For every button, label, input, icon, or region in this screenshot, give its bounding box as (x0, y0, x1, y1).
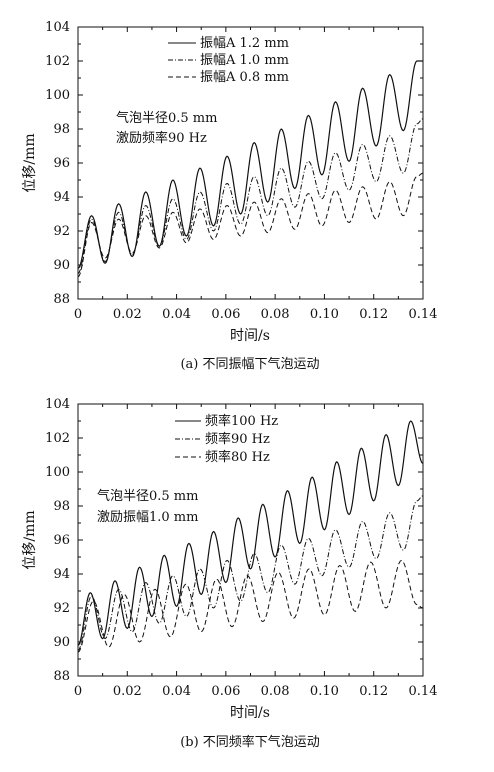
chart-a-ytick-label: 88 (53, 292, 70, 307)
chart-b-ytick-label: 92 (53, 601, 70, 616)
chart-a-xtick-label: 0.10 (310, 307, 339, 322)
chart-a-ytick-label: 102 (45, 54, 70, 69)
chart-a-series-1-line (77, 60, 424, 269)
chart-b-xtick-label: 0.10 (310, 684, 339, 699)
chart-a-xtick-label: 0 (74, 307, 82, 322)
chart-a-x-axis-label: 时间/s (230, 328, 270, 344)
chart-b-xtick-label: 0.04 (162, 684, 191, 699)
chart-b-series-3-line (77, 559, 424, 653)
chart-b: 88 90 92 94 96 98 100 102 104 0 0.02 0.0… (22, 397, 437, 750)
chart-b-legend: 频率100 Hz 频率90 Hz 频率80 Hz (175, 413, 278, 465)
chart-b-xtick-label: 0.12 (359, 684, 388, 699)
chart-b-xtick-label: 0.14 (409, 684, 438, 699)
chart-a: 88 90 92 94 96 98 100 102 104 0 0.02 0.0… (22, 20, 437, 372)
chart-a-ytick-label: 100 (45, 88, 70, 103)
chart-a-annotation: 气泡半径0.5 mm (116, 110, 217, 126)
chart-a-xtick-label: 0.08 (261, 307, 290, 322)
chart-b-ytick-label: 94 (53, 567, 70, 582)
chart-b-ytick-label: 98 (53, 499, 70, 514)
chart-a-ytick-label: 90 (53, 258, 70, 273)
chart-a-ytick-label: 92 (53, 224, 70, 239)
chart-b-xtick-label: 0.08 (261, 684, 290, 699)
chart-a-legend: 振幅A 1.2 mm 振幅A 1.0 mm 振幅A 0.8 mm (168, 36, 289, 85)
chart-b-xtick-label: 0.02 (113, 684, 142, 699)
chart-b-x-axis-label: 时间/s (230, 705, 270, 721)
chart-a-series (77, 60, 424, 278)
chart-a-xtick-label: 0.04 (162, 307, 191, 322)
chart-a-xtick-label: 0.02 (113, 307, 142, 322)
chart-a-legend-label: 振幅A 1.0 mm (200, 53, 289, 68)
chart-b-ytick-label: 90 (53, 635, 70, 650)
chart-b-annotation: 激励振幅1.0 mm (97, 510, 198, 525)
chart-a-xtick-label: 0.14 (409, 307, 438, 322)
chart-a-ytick-label: 94 (53, 190, 70, 205)
chart-b-xtick-label: 0 (74, 684, 82, 699)
chart-b-annotation: 气泡半径0.5 mm (97, 488, 198, 504)
chart-a-ytick-label: 104 (45, 20, 70, 35)
chart-b-ytick-label: 102 (45, 431, 70, 446)
chart-a-legend-label: 振幅A 0.8 mm (200, 70, 289, 85)
chart-b-y-axis-label: 位移/mm (22, 510, 38, 569)
chart-b-series-1-line (77, 420, 424, 646)
chart-b-caption: (b) 不同频率下气泡运动 (180, 734, 320, 750)
chart-b-ytick-label: 96 (53, 533, 70, 548)
chart-b-legend-label: 频率80 Hz (205, 449, 270, 465)
chart-b-series-2-line (77, 495, 424, 651)
chart-a-xtick-label: 0.12 (359, 307, 388, 322)
chart-b-ytick-label: 104 (45, 397, 70, 412)
chart-b-series (77, 420, 424, 653)
chart-a-series-3-line (77, 172, 424, 278)
chart-b-ytick-label: 100 (45, 465, 70, 480)
chart-b-legend-label: 频率90 Hz (205, 431, 270, 447)
chart-a-caption: (a) 不同振幅下气泡运动 (180, 356, 319, 372)
chart-a-ticks (77, 26, 424, 300)
chart-a-ytick-label: 96 (53, 156, 70, 171)
chart-b-xtick-label: 0.06 (211, 684, 240, 699)
chart-a-y-axis-label: 位移/mm (22, 133, 38, 192)
chart-a-annotation: 激励频率90 Hz (116, 130, 207, 146)
chart-b-ticks (77, 403, 424, 677)
chart-a-legend-label: 振幅A 1.2 mm (200, 36, 289, 51)
chart-a-xtick-label: 0.06 (211, 307, 240, 322)
chart-b-legend-label: 频率100 Hz (205, 413, 278, 429)
chart-a-ytick-label: 98 (53, 122, 70, 137)
chart-b-ytick-label: 88 (53, 669, 70, 684)
